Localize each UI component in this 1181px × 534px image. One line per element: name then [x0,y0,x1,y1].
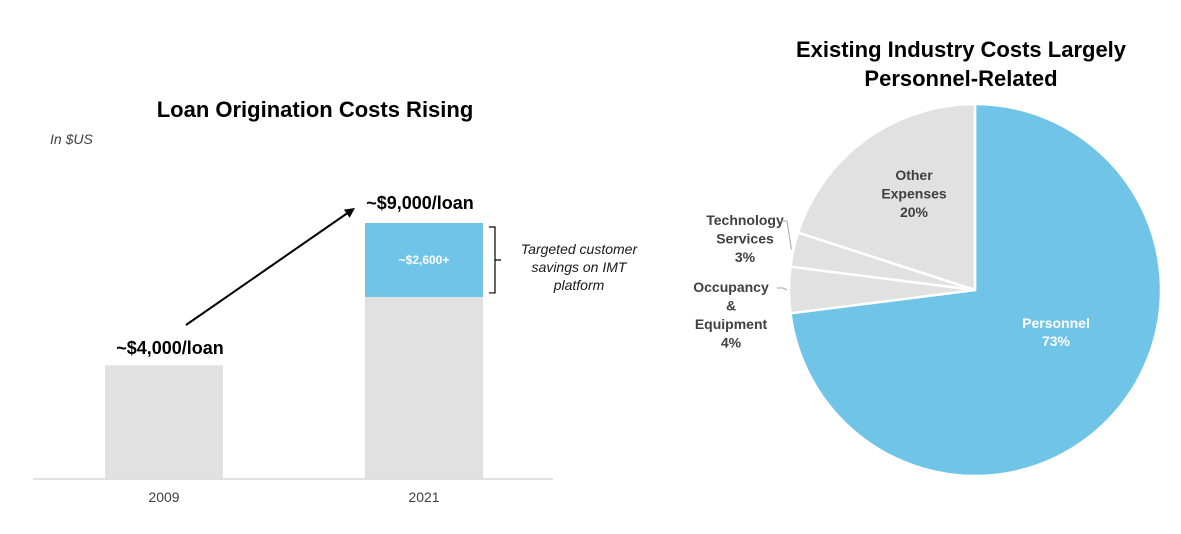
pie-label-occupancy-equipment: Equipment [695,316,768,332]
pie-slice-other-expenses [796,102,977,292]
pie-label-occupancy-equipment: 4% [721,335,742,351]
pie-slices-group [787,102,1163,478]
bar-chart-subtitle: In $US [50,131,93,147]
bars-group [105,223,483,479]
bar-savings-2021 [365,223,483,297]
pie-label-occupancy-equipment: & [726,298,736,314]
bar-value-label: ~$4,000/loan [116,338,224,358]
pie-label-technology-services: Technology [706,212,784,228]
x-tick-label: 2009 [148,489,179,505]
pie-label-occupancy-equipment: Occupancy [693,279,769,295]
pie-label-technology-services: Services [716,231,774,247]
bar-base-2009 [105,365,223,479]
pie-chart: Existing Industry Costs Largely Personne… [693,37,1163,478]
arrow-head-icon [343,208,355,218]
pie-leader-line [777,287,788,291]
pie-label-personnel: Personnel [1022,315,1090,331]
savings-annotation-line: savings on IMT [532,259,628,275]
x-tick-label: 2021 [408,489,439,505]
savings-bracket [489,226,501,294]
pie-chart-title-line: Personnel-Related [864,66,1057,91]
pie-label-technology-services: 3% [735,249,756,265]
bar-value-label: ~$9,000/loan [366,193,474,213]
pie-label-other-expenses: 20% [900,204,929,220]
pie-label-other-expenses: Other [895,167,933,183]
pie-label-other-expenses: Expenses [881,186,947,202]
bar-chart-title: Loan Origination Costs Rising [157,97,474,122]
savings-segment-label: ~$2,600+ [399,253,450,267]
bar-base-2021 [365,296,483,479]
pie-label-personnel: 73% [1042,333,1071,349]
savings-annotation-line: platform [553,277,605,293]
growth-arrow [185,208,355,326]
savings-annotation-line: Targeted customer [521,241,639,257]
pie-leader-line [781,220,792,250]
bar-chart: Loan Origination Costs Rising In $US 200… [33,97,638,505]
arrow-shaft [185,211,350,326]
pie-labels-group: Personnel 73% Occupancy & Equipment 4% Technol… [693,167,1090,351]
pie-chart-title-line: Existing Industry Costs Largely [796,37,1127,62]
